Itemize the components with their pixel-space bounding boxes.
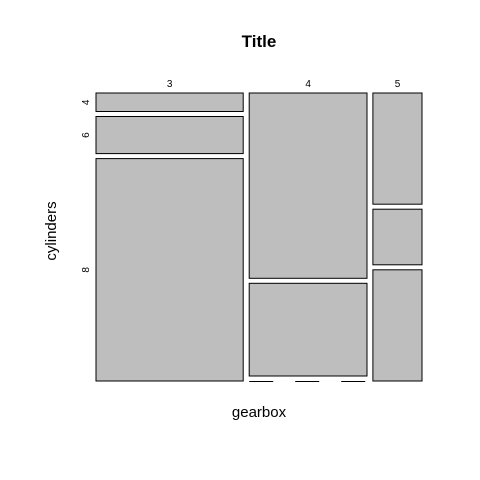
x-tick-labels: 3 4 5 [167,79,401,90]
mosaic-tile-gear5-cyl6 [372,208,423,266]
mosaic-tile-gear5-cyl8 [372,269,423,382]
chart-title: Title [242,32,277,51]
mosaic-tile-gear4-cyl6 [248,282,368,377]
y-tick-label: 8 [81,267,92,273]
x-axis-title: gearbox [232,404,287,421]
y-axis-title: cylinders [43,201,60,260]
y-tick-label: 4 [81,99,92,105]
mosaic-tile-gear3-cyl6 [95,116,244,155]
y-tick-labels: 4 6 8 [81,99,92,272]
mosaic-tile-gear3-cyl8 [95,158,244,382]
mosaic-tile-gear3-cyl4 [95,92,244,112]
mosaic-tile-gear5-cyl4 [372,92,423,205]
x-tick-label: 3 [167,79,173,90]
x-tick-label: 5 [395,79,401,90]
x-tick-label: 4 [305,79,311,90]
mosaic-tiles [95,92,423,382]
y-tick-label: 6 [81,132,92,138]
mosaic-tile-gear4-cyl4 [248,92,368,279]
